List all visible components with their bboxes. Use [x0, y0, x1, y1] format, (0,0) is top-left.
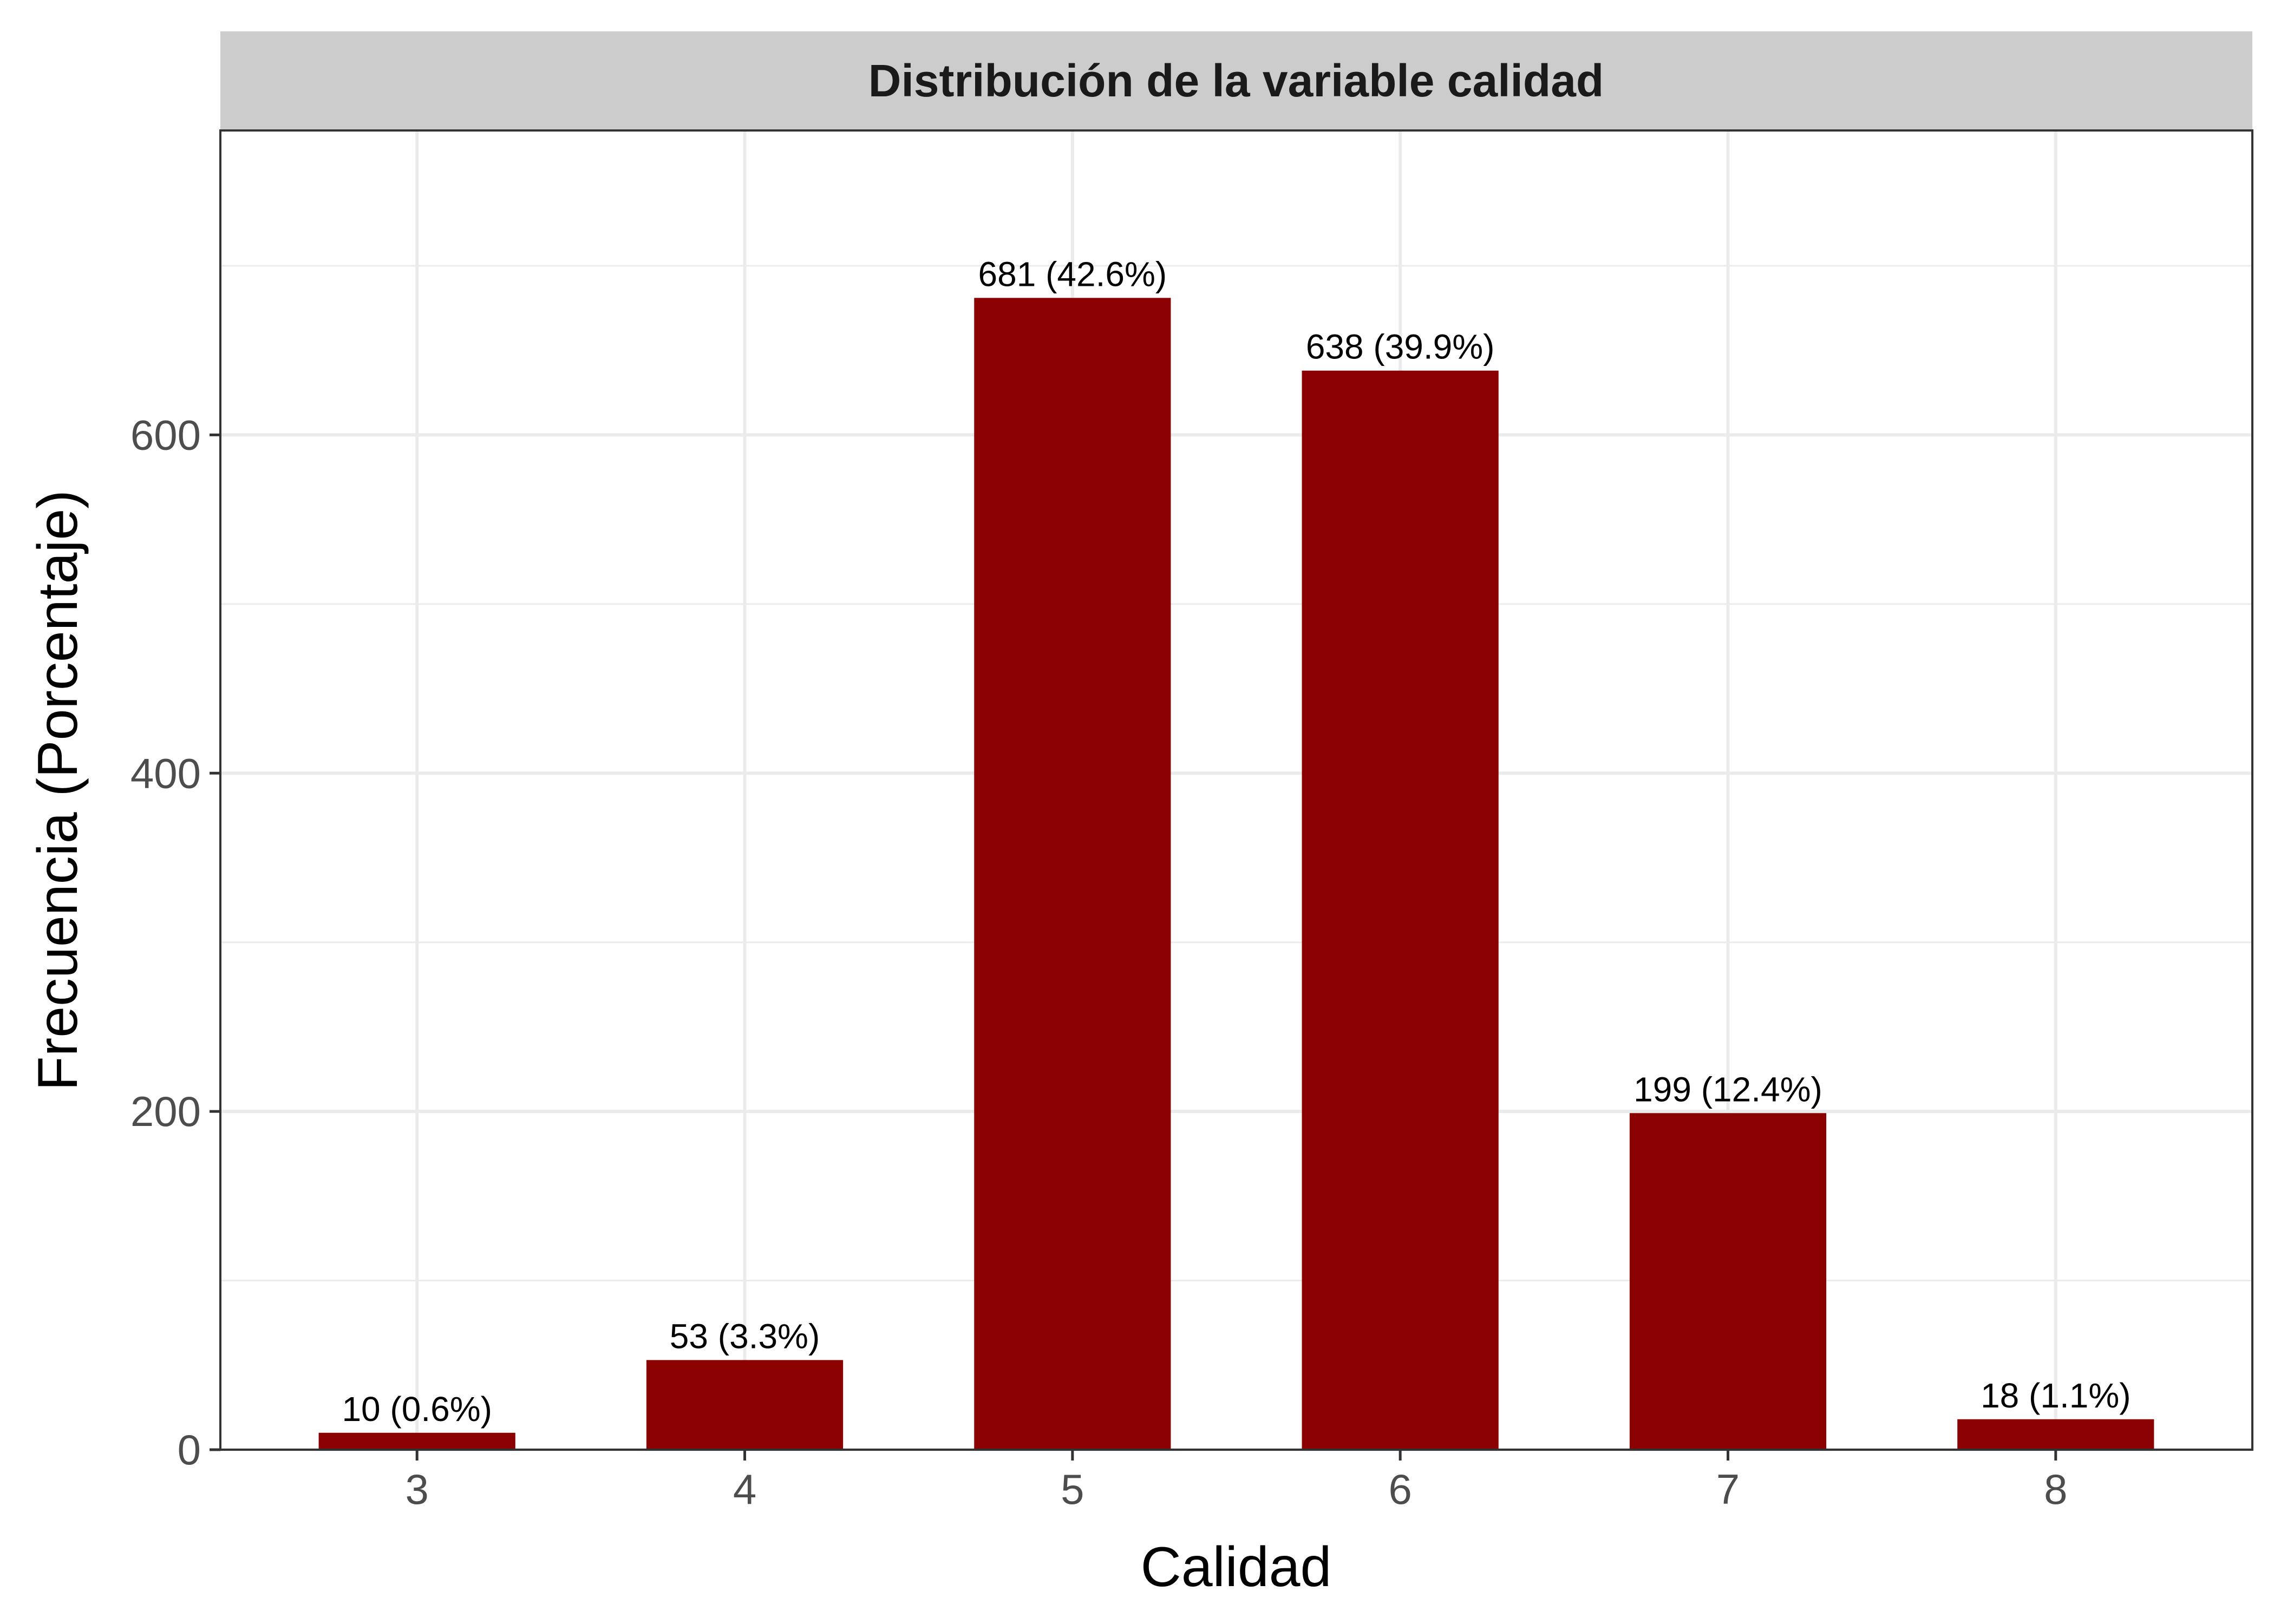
y-tick-label: 200	[130, 1088, 201, 1135]
x-tick-label: 6	[1388, 1465, 1412, 1513]
y-axis-title: Frecuencia (Porcentaje)	[27, 490, 89, 1091]
bar-3	[318, 1432, 515, 1450]
x-axis: 3 4 5 6 7 8	[405, 1450, 2068, 1513]
facet-strip	[220, 31, 2252, 130]
bars	[318, 298, 2154, 1450]
bar-4	[646, 1360, 844, 1450]
x-tick-label: 5	[1061, 1465, 1084, 1513]
data-label-5: 681 (42.6%)	[978, 254, 1167, 293]
data-label-3: 10 (0.6%)	[342, 1390, 492, 1429]
y-tick-label: 600	[130, 411, 201, 459]
data-label-8: 18 (1.1%)	[1981, 1376, 2131, 1415]
plot-panel	[220, 130, 2252, 1450]
y-axis: 0 200 400 600	[130, 411, 220, 1474]
data-label-4: 53 (3.3%)	[670, 1317, 820, 1355]
panel-border	[219, 129, 2253, 1451]
x-tick-label: 8	[2044, 1465, 2067, 1513]
bar-8	[1957, 1419, 2154, 1450]
data-labels: 10 (0.6%) 53 (3.3%) 681 (42.6%) 638 (39.9%)…	[342, 254, 2131, 1428]
bar-5	[974, 298, 1171, 1450]
bar-6	[1302, 370, 1499, 1450]
data-label-7: 199 (12.4%)	[1633, 1070, 1822, 1109]
x-tick-label: 7	[1716, 1465, 1740, 1513]
chart-title: Distribución de la variable calidad	[868, 55, 1604, 106]
x-axis-title: Calidad	[1141, 1536, 1332, 1599]
bar-7	[1629, 1113, 1827, 1450]
x-tick-label: 3	[405, 1465, 428, 1513]
data-label-6: 638 (39.9%)	[1306, 328, 1495, 366]
y-tick-label: 0	[178, 1426, 201, 1474]
x-tick-label: 4	[733, 1465, 756, 1513]
y-tick-label: 400	[130, 749, 201, 797]
